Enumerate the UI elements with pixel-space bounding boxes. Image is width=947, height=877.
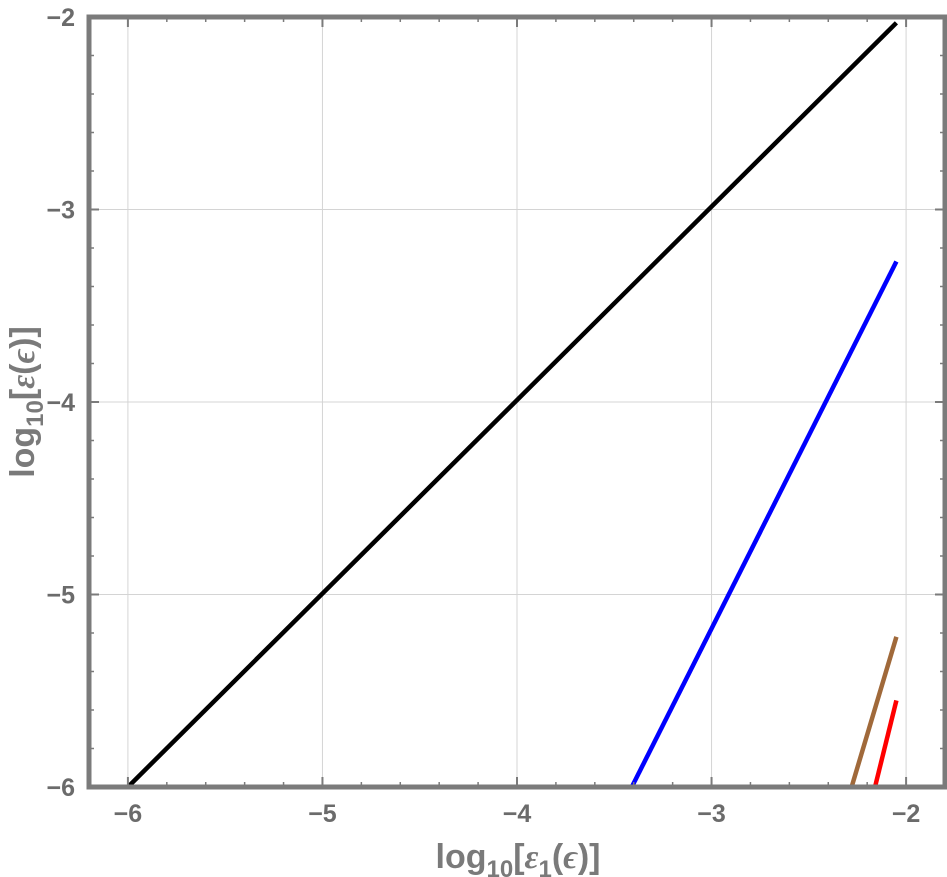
series-line-4: [872, 699, 899, 788]
x-title-arg-open: (: [552, 838, 564, 876]
y-tick-label: −5: [46, 582, 75, 610]
series-line-3: [849, 636, 899, 788]
x-tick-labels: −6 −5 −4 −3 −2: [114, 800, 921, 828]
y-title-base: 10: [22, 400, 49, 427]
tick-marks: [88, 16, 946, 788]
x-title-close-bracket: ]: [589, 838, 600, 876]
y-title-arg-close: ): [4, 338, 42, 349]
x-title-prefix: log: [436, 838, 487, 876]
x-title-arg-close: ): [578, 838, 589, 876]
x-tick-label: −2: [892, 800, 921, 828]
y-title-arg-open: (: [4, 363, 42, 375]
series-line-2: [629, 260, 899, 789]
y-tick-label: −3: [46, 197, 75, 225]
x-title-symbol: ε: [525, 839, 539, 876]
y-tick-label: −2: [46, 4, 75, 32]
x-title-base: 10: [487, 856, 514, 877]
x-title-arg: ϵ: [563, 839, 578, 876]
y-title-close-bracket: ]: [4, 326, 42, 337]
x-title-open-bracket: [: [513, 838, 524, 876]
y-axis-title: log10[ε(ϵ)]: [4, 326, 49, 478]
y-title-symbol: ε: [5, 375, 42, 389]
x-tick-label: −6: [114, 800, 143, 828]
y-title-open-bracket: [: [4, 389, 42, 400]
series-lines: [126, 21, 899, 789]
y-tick-labels: −6 −5 −4 −3 −2: [46, 4, 75, 802]
y-tick-label: −4: [46, 389, 75, 417]
x-axis-title: log10[ε1(ϵ)]: [436, 838, 601, 877]
series-line-1: [126, 21, 898, 789]
y-title-prefix: log: [4, 427, 42, 478]
x-tick-label: −5: [308, 800, 337, 828]
y-title-arg: ϵ: [5, 349, 42, 364]
x-title-symbol-sub: 1: [538, 856, 551, 877]
x-tick-label: −4: [503, 800, 532, 828]
y-tick-label: −6: [46, 774, 75, 802]
x-tick-label: −3: [697, 800, 726, 828]
